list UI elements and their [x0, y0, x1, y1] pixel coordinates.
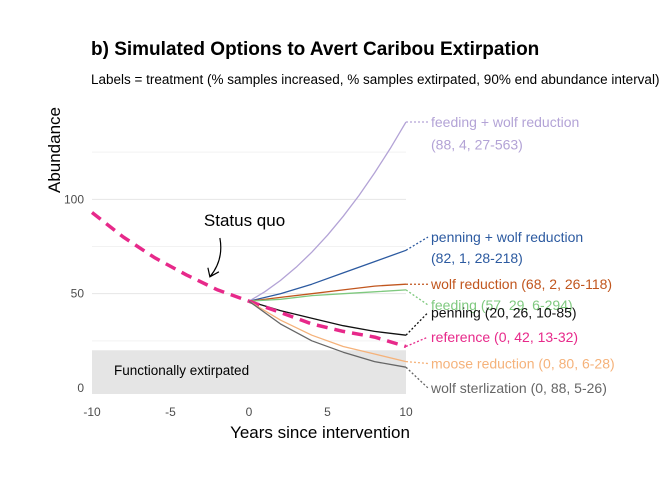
series-label: feeding + wolf reduction [431, 114, 579, 130]
series-line [248, 249, 407, 302]
series-label: (82, 1, 28-218) [431, 250, 523, 266]
x-tick-label: -5 [165, 405, 176, 419]
series-line [248, 300, 407, 363]
y-tick-label: 100 [64, 192, 84, 206]
band-label: Functionally extirpated [114, 363, 249, 378]
chart-subtitle: Labels = treatment (% samples increased,… [91, 72, 659, 87]
status-quo-annotation: Status quo [204, 211, 285, 230]
series-label: wolf reduction (68, 2, 26-118) [430, 276, 612, 292]
series-line [248, 283, 407, 302]
series-line [248, 289, 407, 302]
series-label: feeding (57, 29, 6-294) [431, 297, 573, 313]
series-lines [90, 121, 407, 368]
series-label: penning + wolf reduction [431, 229, 583, 245]
series-label: wolf sterlization (0, 88, 5-26) [430, 380, 607, 396]
label-leader [405, 336, 429, 348]
x-axis-title: Years since intervention [230, 423, 410, 442]
status-quo-line [90, 211, 250, 303]
label-leader [405, 236, 429, 251]
y-tick-label: 50 [71, 287, 85, 301]
label-leader [405, 360, 429, 365]
series-label: (88, 4, 27-563) [431, 137, 523, 153]
series-line [248, 300, 407, 368]
series-line [248, 121, 407, 302]
x-tick-label: 10 [399, 405, 413, 419]
x-tick-label: -10 [83, 405, 101, 419]
series-label: reference (0, 42, 13-32) [431, 329, 578, 345]
series-labels: feeding + wolf reduction (88, 4, 27-563) p… [405, 114, 615, 396]
label-leader [405, 312, 429, 336]
y-axis-title: Abundance [45, 107, 64, 193]
label-leader [405, 289, 429, 306]
status-quo-arrow [207, 237, 222, 278]
chart-title: b) Simulated Options to Avert Caribou Ex… [91, 39, 539, 60]
x-tick-label: 5 [324, 405, 331, 419]
x-tick-label: 0 [246, 405, 253, 419]
series-label: moose reduction (0, 80, 6-28) [431, 355, 615, 371]
functionally-extirpated-band [92, 350, 406, 394]
y-tick-label: 0 [77, 381, 84, 395]
series-label: penning (20, 26, 10-85) [431, 305, 577, 321]
label-leader [405, 366, 429, 389]
series-line [248, 299, 407, 349]
